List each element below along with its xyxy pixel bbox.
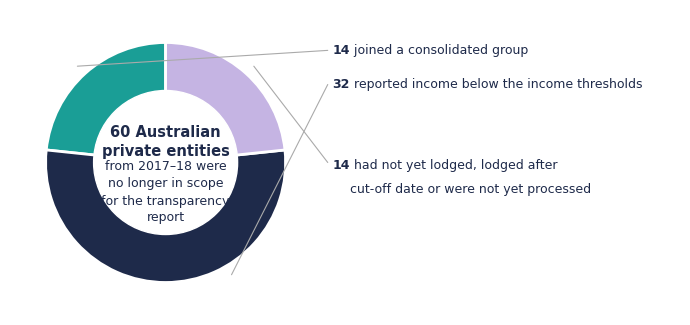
Text: cut-off date or were not yet processed: cut-off date or were not yet processed <box>350 183 591 196</box>
Text: reported income below the income thresholds: reported income below the income thresho… <box>350 78 642 91</box>
Wedge shape <box>166 43 285 162</box>
Text: 14: 14 <box>333 44 350 57</box>
Text: 32: 32 <box>333 78 350 91</box>
Wedge shape <box>46 43 166 162</box>
Circle shape <box>94 90 237 235</box>
Text: 60 Australian
private entities: 60 Australian private entities <box>101 125 230 159</box>
Text: had not yet lodged, lodged after: had not yet lodged, lodged after <box>350 159 558 172</box>
Text: joined a consolidated group: joined a consolidated group <box>350 44 529 57</box>
Text: from 2017–18 were
no longer in scope
for the transparency
report: from 2017–18 were no longer in scope for… <box>101 161 230 225</box>
Text: 14: 14 <box>333 159 350 172</box>
Wedge shape <box>46 150 286 282</box>
